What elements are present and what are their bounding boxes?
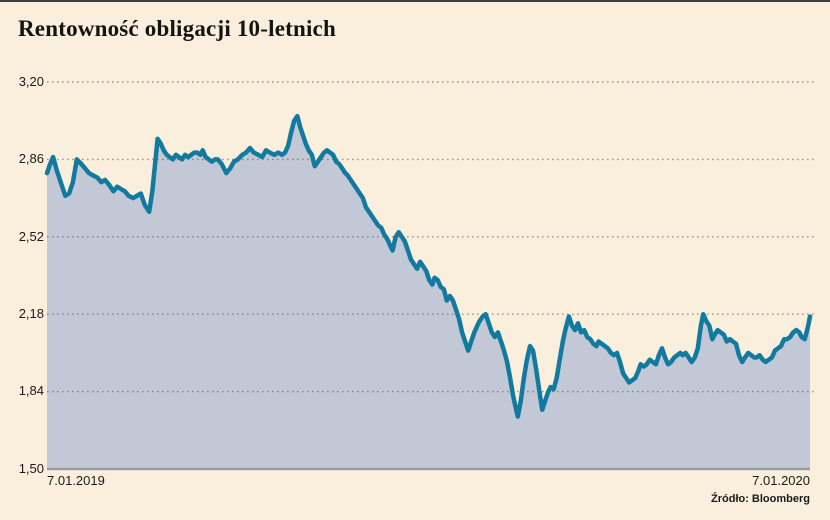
y-tick-label: 1,50: [18, 461, 44, 476]
y-tick-label: 2,52: [18, 229, 44, 244]
x-axis-label-end: 7.01.2020: [752, 473, 810, 488]
y-tick-label: 2,18: [18, 306, 44, 321]
y-tick-label: 3,20: [18, 74, 44, 89]
area-series: [47, 116, 810, 469]
source-label: Źródło: Bloomberg: [711, 493, 810, 505]
chart-title: Rentowność obligacji 10-letnich: [18, 16, 336, 41]
y-tick-label: 2,86: [18, 151, 44, 166]
line-series: [44, 113, 813, 419]
x-axis-label-start: 7.01.2019: [47, 473, 105, 488]
y-tick-label: 1,84: [18, 383, 44, 398]
